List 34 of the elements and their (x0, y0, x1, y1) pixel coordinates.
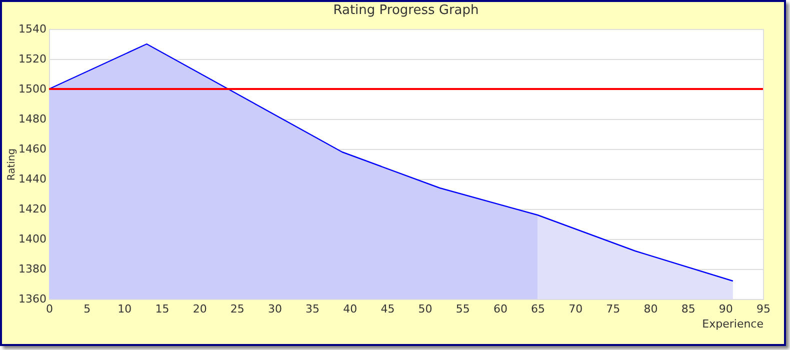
line-series (48, 43, 734, 282)
x-tick-label: 85 (681, 302, 696, 316)
y-tick-label: 1460 (18, 142, 46, 156)
y-tick-label: 1520 (18, 52, 46, 66)
x-tick-label: 90 (718, 302, 733, 316)
x-tick-label: 0 (46, 302, 53, 316)
x-tick-label: 20 (192, 302, 207, 316)
y-tick-label: 1400 (18, 232, 46, 246)
chart-title: Rating Progress Graph (333, 3, 479, 18)
x-tick-label: 65 (531, 302, 546, 316)
x-tick-label: 95 (756, 302, 770, 316)
y-tick-label: 1440 (18, 172, 46, 186)
x-tick-label: 50 (418, 302, 432, 316)
x-axis-title: Experience (702, 318, 764, 330)
x-tick-label: 60 (493, 302, 508, 316)
x-tick-label: 75 (606, 302, 620, 316)
x-tick-label: 15 (155, 302, 170, 316)
y-tick-label: 1480 (18, 112, 46, 126)
x-tick-label: 70 (568, 302, 583, 316)
x-tick-label: 80 (644, 302, 658, 316)
x-tick-label: 25 (230, 302, 244, 316)
y-tick-label: 1420 (18, 202, 46, 216)
y-axis-title: Rating (6, 148, 18, 181)
x-tick-label: 40 (343, 302, 358, 316)
y-tick-label: 1500 (18, 82, 46, 96)
y-tick-label: 1540 (18, 22, 46, 36)
x-tick-label: 35 (306, 302, 320, 316)
y-tick-label: 1380 (18, 262, 46, 276)
x-tick-label: 10 (118, 302, 132, 316)
y-tick-label: 1360 (18, 292, 46, 306)
x-tick-label: 55 (456, 302, 470, 316)
x-tick-label: 45 (380, 302, 395, 316)
x-tick-label: 30 (268, 302, 282, 316)
x-tick-label: 5 (84, 302, 91, 316)
